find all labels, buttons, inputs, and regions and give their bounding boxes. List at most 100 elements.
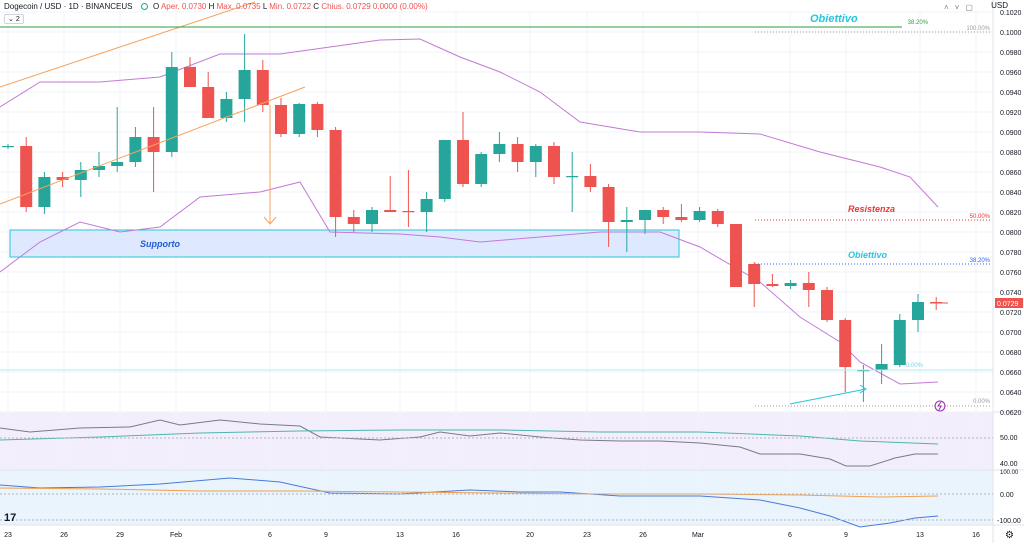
x-tick-label: 13 xyxy=(396,532,404,539)
candle-body[interactable] xyxy=(111,162,124,166)
y-tick-label: 0.0740 xyxy=(1000,290,1022,297)
lightning-icon-glyph xyxy=(937,401,942,411)
studies-toggle-button[interactable]: ⌄ 2 xyxy=(4,14,24,24)
chevron-down-icon[interactable]: ˅ xyxy=(954,3,966,12)
candle-body[interactable] xyxy=(293,104,306,134)
symbol-title[interactable]: Dogecoin / USD · 1D · BINANCEUS xyxy=(4,2,133,11)
x-tick-label: 26 xyxy=(639,532,647,539)
candle-body[interactable] xyxy=(711,211,724,224)
ohlc-high-value: Max. 0.0735 xyxy=(216,2,261,11)
x-tick-label: 13 xyxy=(916,532,924,539)
trend-channel-lower[interactable] xyxy=(0,86,306,205)
tradingview-logo[interactable]: 17 xyxy=(4,512,17,524)
osc1-level-50: 50.00 xyxy=(1000,435,1018,442)
x-tick-label: 9 xyxy=(324,532,328,539)
candle-body[interactable] xyxy=(875,364,888,370)
obiettivo-top-label: Obiettivo xyxy=(810,13,858,25)
candle-body[interactable] xyxy=(912,302,924,320)
y-tick-label: 0.0880 xyxy=(1000,150,1022,157)
lightning-icon[interactable] xyxy=(934,400,946,412)
x-tick-label: 9 xyxy=(844,532,848,539)
candle-body[interactable] xyxy=(366,210,378,224)
candle-body[interactable] xyxy=(457,140,469,184)
candle-body[interactable] xyxy=(675,217,688,220)
candle-body[interactable] xyxy=(347,217,360,224)
y-tick-label: 0.0860 xyxy=(1000,170,1022,177)
currency-label[interactable]: USD xyxy=(991,1,1008,10)
candle-body[interactable] xyxy=(493,144,506,154)
candle-body[interactable] xyxy=(657,210,670,217)
candle-body[interactable] xyxy=(784,283,797,286)
candle-body[interactable] xyxy=(147,137,160,152)
candle-body[interactable] xyxy=(893,320,906,365)
candle-body[interactable] xyxy=(220,99,233,118)
oscillator1-background xyxy=(0,412,993,470)
candle-body[interactable] xyxy=(566,176,579,178)
candle-body[interactable] xyxy=(56,177,69,180)
y-tick-label: 0.0840 xyxy=(1000,190,1022,197)
candle-body[interactable] xyxy=(311,104,324,130)
candle-body[interactable] xyxy=(184,67,196,87)
candle-body[interactable] xyxy=(38,177,51,207)
candle-body[interactable] xyxy=(438,140,451,199)
candle-body[interactable] xyxy=(2,146,14,148)
candle-body[interactable] xyxy=(802,283,815,290)
candle-body[interactable] xyxy=(93,166,105,170)
panel-controls[interactable]: ˄˅▢ xyxy=(944,3,979,12)
candle-body[interactable] xyxy=(74,170,87,180)
candle-body[interactable] xyxy=(511,144,524,162)
maximize-icon[interactable]: ▢ xyxy=(965,3,979,12)
candle-body[interactable] xyxy=(620,220,633,222)
last-price-badge[interactable] xyxy=(995,298,1023,308)
ohlc-low-value: Min. 0.0722 xyxy=(269,2,312,11)
x-tick-label: 26 xyxy=(60,532,68,539)
chevron-up-icon[interactable]: ˄ xyxy=(944,3,955,12)
target-arrow[interactable] xyxy=(789,388,867,405)
candle-body[interactable] xyxy=(584,176,597,187)
candle-body[interactable] xyxy=(639,210,651,220)
candle-body[interactable] xyxy=(730,224,742,287)
candle-body[interactable] xyxy=(602,187,615,222)
candle-body[interactable] xyxy=(748,264,761,284)
x-tick-label: 16 xyxy=(452,532,460,539)
y-tick-label: 0.0800 xyxy=(1000,230,1022,237)
osc1-level-40: 40.00 xyxy=(1000,461,1018,468)
fib-0-short-label: 0.00% xyxy=(906,363,924,369)
oscillator2-signal xyxy=(0,487,939,498)
candle-body[interactable] xyxy=(420,199,433,212)
candle-body[interactable] xyxy=(165,67,178,152)
candle-body[interactable] xyxy=(238,70,251,99)
candle-body[interactable] xyxy=(839,320,852,367)
symbol-legend[interactable]: Dogecoin / USD · 1D · BINANCEUS O Aper. … xyxy=(4,2,428,11)
candle-body[interactable] xyxy=(548,146,560,177)
supporto-label: Supporto xyxy=(140,239,180,249)
x-tick-label: 23 xyxy=(583,532,591,539)
candle-body[interactable] xyxy=(821,290,833,320)
candle-body[interactable] xyxy=(475,154,488,184)
candle-body[interactable] xyxy=(275,105,287,134)
osc2-level-0: 0.00 xyxy=(1000,492,1014,499)
candle-body[interactable] xyxy=(857,370,870,372)
candle-body[interactable] xyxy=(402,211,415,213)
gear-icon[interactable]: ⚙ xyxy=(1005,530,1014,541)
candle-body[interactable] xyxy=(329,130,342,217)
y-tick-label: 0.0660 xyxy=(1000,370,1022,377)
candle-body[interactable] xyxy=(256,70,269,105)
candle-body[interactable] xyxy=(693,211,706,220)
candle-body[interactable] xyxy=(384,210,397,212)
candle-body[interactable] xyxy=(202,87,215,118)
osc2-level-minus100: -100.00 xyxy=(997,518,1021,525)
candle-body[interactable] xyxy=(129,137,142,162)
studies-count: 2 xyxy=(15,16,20,23)
candle-body[interactable] xyxy=(20,146,33,207)
last-price-value: 0.0729 xyxy=(997,301,1019,308)
y-tick-label: 0.0680 xyxy=(1000,350,1022,357)
fib-100-label: 100.00% xyxy=(966,26,990,32)
candle-body[interactable] xyxy=(529,146,542,162)
ohlc-high-label: H xyxy=(208,2,215,11)
fib-0-label: 0.00% xyxy=(973,399,991,405)
candle-body[interactable] xyxy=(766,284,779,286)
trend-channel-upper[interactable] xyxy=(0,1,256,88)
